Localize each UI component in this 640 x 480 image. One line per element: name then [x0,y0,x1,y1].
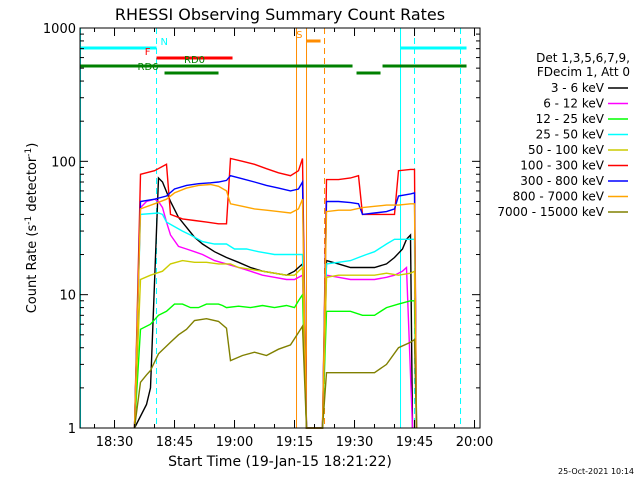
legend-header: FDecim 1, Att 0 [537,65,630,79]
series-line [133,183,418,429]
legend-label: 6 - 12 keV [543,97,605,111]
y-tick-label: 10 [59,289,76,304]
y-axis-label-sup1: -1 [24,216,34,225]
status-bar-label: RD6 [138,62,159,73]
y-tick-label: 1 [68,422,76,437]
y-tick-label: 1000 [43,22,76,37]
legend-label: 300 - 800 keV [520,174,604,188]
series-line [133,292,418,429]
series-line [133,174,418,429]
x-tick-label: 19:45 [396,435,433,450]
x-tick-label: 19:00 [216,435,253,450]
x-axis-label: Start Time (19-Jan-15 18:21:22) [168,454,392,470]
series-line [133,157,418,429]
legend-label: 12 - 25 keV [536,112,605,126]
legend-label: 800 - 7000 keV [513,190,605,204]
x-tick-label: 19:15 [276,435,313,450]
y-tick-label: 100 [51,155,76,170]
y-axis-label-sup2: -1 [24,148,34,157]
y-axis-label-mid: detector [25,156,40,216]
legend-label: 50 - 100 keV [528,143,605,157]
legend-header: Det 1,3,5,6,7,9, [536,51,630,65]
plot-frame [79,27,481,429]
x-tick-label: 18:45 [156,435,193,450]
series-line [133,212,418,429]
legend-label: 7000 - 15000 keV [497,205,604,219]
series-line [133,317,418,429]
series-line [133,198,414,429]
status-bar-label: F [145,47,151,58]
x-tick-label: 20:00 [456,435,493,450]
y-axis-label: Count Rate (s-1 detector-1) [24,143,40,314]
legend-label: 25 - 50 keV [536,128,605,142]
series-line [133,259,418,429]
legend-label: 3 - 6 keV [551,81,605,95]
timestamp: 25-Oct-2021 10:14 [558,467,634,476]
chart-title: RHESSI Observing Summary Count Rates [115,5,445,24]
y-axis-label-start: Count Rate (s [25,225,40,314]
series-line [133,176,414,429]
y-axis-label-end: ) [25,143,40,148]
status-bar-label: RD0 [184,55,205,66]
status-bar-label: S [296,30,302,41]
x-tick-label: 19:30 [336,435,373,450]
axis-layer: 18:30 18:45 19:00 19:15 19:30 19:45 20:00 1 10 10… [43,22,493,450]
status-bar-label: N [161,37,168,48]
series-layer [133,157,418,429]
x-tick-label: 18:30 [96,435,133,450]
legend-label: 100 - 300 keV [520,159,604,173]
legend: Det 1,3,5,6,7,9,FDecim 1, Att 0 3 - 6 keV… [497,51,630,219]
